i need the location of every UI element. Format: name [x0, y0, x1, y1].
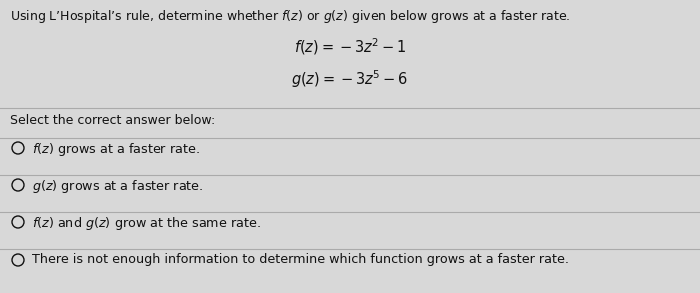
- Text: There is not enough information to determine which function grows at a faster ra: There is not enough information to deter…: [32, 253, 569, 266]
- Text: Using L’Hospital’s rule, determine whether $f(z)$ or $g(z)$ given below grows at: Using L’Hospital’s rule, determine wheth…: [10, 8, 570, 25]
- Text: $f(z)$ and $g(z)$ grow at the same rate.: $f(z)$ and $g(z)$ grow at the same rate.: [32, 215, 261, 232]
- Text: Select the correct answer below:: Select the correct answer below:: [10, 114, 216, 127]
- Text: $g(z) = -3z^5 - 6$: $g(z) = -3z^5 - 6$: [291, 68, 409, 90]
- Text: $f(z) = -3z^2 - 1$: $f(z) = -3z^2 - 1$: [294, 36, 406, 57]
- Text: $g(z)$ grows at a faster rate.: $g(z)$ grows at a faster rate.: [32, 178, 204, 195]
- Text: $f(z)$ grows at a faster rate.: $f(z)$ grows at a faster rate.: [32, 141, 200, 158]
